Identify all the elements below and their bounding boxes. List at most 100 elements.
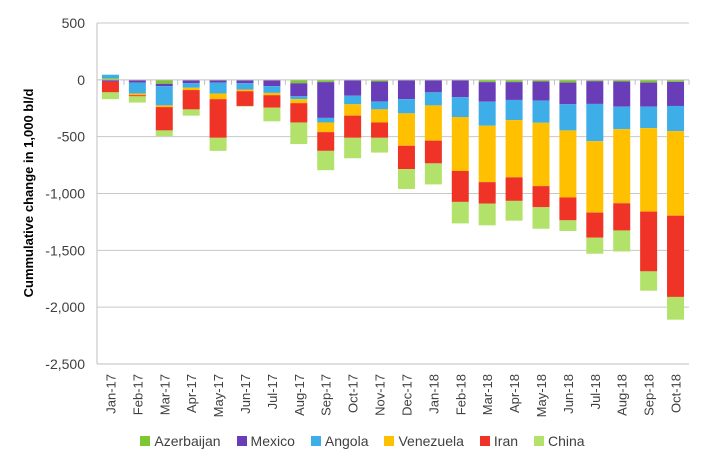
- bar-segment-iran-aug-18: [613, 203, 631, 231]
- bar-segment-iran-sep-17: [317, 132, 335, 151]
- bar-segment-angola-mar-17: [155, 86, 173, 106]
- x-tick-label: May-18: [534, 374, 549, 417]
- bar-segment-china-may-17: [209, 137, 227, 151]
- bar-segment-azerbaijan-jun-18: [559, 79, 577, 83]
- legend-item-mexico: Mexico: [236, 433, 295, 449]
- bar-segment-china-feb-18: [451, 201, 469, 224]
- bars: [101, 74, 685, 320]
- bar-segment-mexico-jul-18: [586, 81, 604, 104]
- bar-segment-china-jul-18: [586, 237, 604, 254]
- legend-item-azerbaijan: Azerbaijan: [140, 433, 221, 449]
- bar-segment-iran-jul-17: [263, 95, 281, 108]
- bar-segment-angola-oct-17: [344, 95, 362, 105]
- bar-segment-venezuela-may-17: [209, 93, 227, 100]
- x-tick-label: Apr-17: [184, 374, 199, 413]
- y-axis-title: Cummulative change in 1,000 bl/d: [21, 89, 36, 298]
- legend-swatch: [479, 436, 490, 446]
- x-tick-label: Jan-17: [103, 374, 118, 414]
- bar-segment-venezuela-oct-18: [667, 131, 685, 216]
- y-tick-label: -2,500: [45, 356, 85, 372]
- bar-segment-mexico-feb-17: [128, 80, 146, 83]
- bar-segment-azerbaijan-aug-17: [290, 79, 308, 84]
- x-tick-label: Jul-18: [588, 374, 603, 409]
- bar-segment-venezuela-jun-17: [236, 89, 254, 92]
- bar-segment-china-jan-17: [101, 92, 119, 100]
- y-tick-labels: 500 0 -500 -1,000 -1,500 -2,000 -2,500: [45, 15, 85, 372]
- bar-segment-angola-jul-17: [263, 86, 281, 93]
- bar-segment-china-oct-17: [344, 137, 362, 159]
- legend-swatch: [236, 436, 247, 446]
- bar-segment-china-aug-17: [290, 122, 308, 145]
- bar-segment-angola-may-18: [532, 100, 550, 123]
- legend: Azerbaijan Mexico Angola Venezuela Iran China: [0, 433, 725, 449]
- bar-segment-iran-feb-18: [451, 170, 469, 202]
- bar-segment-mexico-dec-17: [397, 80, 415, 100]
- bar-segment-azerbaijan-aug-18: [613, 79, 631, 82]
- y-tick-label: 500: [62, 15, 86, 31]
- bar-segment-china-apr-17: [182, 109, 200, 116]
- bar-segment-mexico-may-18: [532, 81, 550, 101]
- bar-segment-angola-may-17: [209, 82, 227, 94]
- x-tick-label: Mar-18: [480, 374, 495, 415]
- bar-segment-mexico-jul-17: [263, 80, 281, 87]
- bar-segment-angola-apr-18: [505, 99, 523, 121]
- bar-segment-venezuela-sep-17: [317, 122, 335, 133]
- bar-segment-venezuela-feb-18: [451, 117, 469, 171]
- bar-segment-azerbaijan-mar-18: [478, 79, 496, 83]
- bar-segment-mexico-sep-18: [640, 82, 658, 107]
- bar-segment-iran-sep-18: [640, 211, 658, 272]
- bar-segment-china-mar-18: [478, 203, 496, 226]
- x-tick-label: Jun-17: [238, 374, 253, 414]
- bar-segment-mexico-may-17: [209, 80, 227, 83]
- y-tick-label: -1,500: [45, 242, 85, 258]
- bar-segment-mexico-sep-17: [317, 82, 335, 118]
- bar-segment-iran-feb-17: [128, 95, 146, 97]
- bar-segment-mexico-apr-17: [182, 80, 200, 84]
- bar-segment-angola-oct-18: [667, 105, 685, 132]
- bar-segment-azerbaijan-jan-17: [101, 78, 119, 80]
- bar-segment-angola-sep-18: [640, 106, 658, 129]
- bar-segment-iran-jun-17: [236, 91, 254, 106]
- bar-segment-china-oct-18: [667, 296, 685, 320]
- bar-segment-mexico-oct-18: [667, 81, 685, 106]
- bar-segment-china-dec-17: [397, 169, 415, 189]
- bar-segment-mexico-feb-18: [451, 80, 469, 98]
- bar-segment-mexico-oct-17: [344, 80, 362, 96]
- legend-label: China: [548, 433, 585, 449]
- bar-segment-iran-jan-18: [424, 140, 442, 164]
- bar-segment-mexico-apr-18: [505, 82, 523, 100]
- x-tick-label: Feb-17: [130, 374, 145, 415]
- bar-segment-venezuela-jul-17: [263, 92, 281, 96]
- x-tick-label: Jan-18: [426, 374, 441, 414]
- bar-segment-china-aug-18: [613, 230, 631, 252]
- bar-segment-mexico-jan-18: [424, 80, 442, 93]
- bar-segment-venezuela-feb-17: [128, 93, 146, 96]
- bar-segment-venezuela-aug-17: [290, 99, 308, 104]
- bar-segment-iran-jul-18: [586, 212, 604, 238]
- legend-item-angola: Angola: [310, 433, 368, 449]
- bar-segment-china-may-18: [532, 207, 550, 229]
- bar-segment-mexico-mar-17: [155, 83, 173, 87]
- bar-segment-azerbaijan-may-18: [532, 79, 550, 82]
- bar-segment-china-jan-18: [424, 163, 442, 185]
- bar-segment-angola-dec-17: [397, 99, 415, 114]
- bar-segment-venezuela-aug-18: [613, 129, 631, 204]
- bar-segment-iran-apr-17: [182, 90, 200, 110]
- legend-label: Azerbaijan: [154, 433, 221, 449]
- x-tick-label: Sep-17: [319, 374, 334, 416]
- x-tick-labels: Jan-17 Feb-17 Mar-17 Apr-17 May-17 Jun-17 Jul-…: [103, 374, 683, 417]
- y-tick-label: -2,000: [45, 299, 85, 315]
- bar-segment-azerbaijan-mar-17: [155, 79, 173, 84]
- bar-segment-angola-nov-17: [371, 101, 389, 110]
- axes: [96, 23, 690, 365]
- stacked-bar-chart: 500 0 -500 -1,000 -1,500 -2,000 -2,500 Jan-17 F…: [21, 15, 690, 417]
- x-tick-label: Jul-17: [265, 374, 280, 409]
- bar-segment-china-sep-18: [640, 271, 658, 291]
- bar-segment-iran-mar-18: [478, 182, 496, 204]
- bar-segment-iran-oct-18: [667, 215, 685, 297]
- bar-segment-angola-mar-18: [478, 101, 496, 126]
- bar-segment-mexico-jun-17: [236, 80, 254, 84]
- bar-segment-venezuela-sep-18: [640, 128, 658, 212]
- bar-segment-iran-apr-18: [505, 177, 523, 201]
- x-tick-label: Oct-18: [669, 374, 684, 413]
